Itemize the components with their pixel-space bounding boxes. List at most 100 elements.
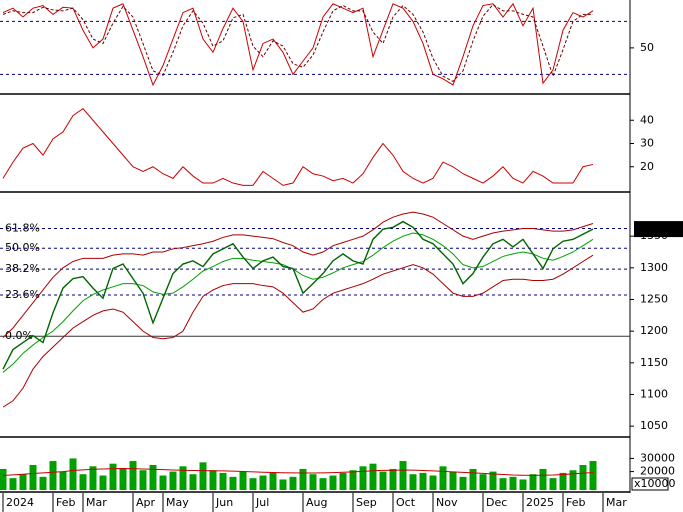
volume-bar <box>419 472 427 490</box>
volume-bar <box>39 476 47 490</box>
y-tick-label: 1150 <box>640 356 668 369</box>
series-line <box>2 254 594 408</box>
volume-bar <box>559 472 567 490</box>
volume-bar <box>139 470 147 490</box>
volume-bar <box>49 461 57 490</box>
volume-bar <box>189 474 197 490</box>
volume-bar <box>219 472 227 490</box>
volume-bar <box>429 475 437 490</box>
series-line <box>2 107 594 186</box>
y-tick-label: 20 <box>640 160 654 173</box>
volume-bar <box>449 471 457 490</box>
volume-bar <box>569 470 577 490</box>
volume-bar <box>159 475 167 490</box>
volume-bar <box>339 472 347 490</box>
y-tick-label: 50 <box>640 41 654 54</box>
x-tick-label: Feb <box>566 496 585 509</box>
volume-bar <box>469 468 477 490</box>
y-tick-label: 1100 <box>640 387 668 400</box>
x-tick-label: Dec <box>486 496 507 509</box>
volume-bar <box>489 471 497 490</box>
volume-bar <box>479 474 487 490</box>
volume-bar <box>269 472 277 490</box>
volume-bar <box>259 475 267 490</box>
fib-label: 61.8% <box>5 222 40 235</box>
volume-bar <box>69 458 77 490</box>
fib-label: 23.6% <box>5 288 40 301</box>
x-tick-label: 2025 <box>526 496 554 509</box>
x-tick-label: Mar <box>86 496 107 509</box>
volume-bar <box>589 461 597 490</box>
y-tick-label: 1050 <box>640 419 668 432</box>
volume-bar <box>89 466 97 490</box>
y-tick-label: 1200 <box>640 324 668 337</box>
volume-bar <box>249 478 257 490</box>
x-tick-label: 2024 <box>6 496 34 509</box>
volume-bar <box>289 476 297 490</box>
volume-bar <box>499 478 507 490</box>
volume-bar <box>359 466 367 490</box>
volume-bar <box>199 462 207 490</box>
series-line <box>2 468 594 477</box>
y-tick-label: 30 <box>640 137 654 150</box>
x-tick-label: Oct <box>396 496 416 509</box>
volume-bar <box>549 478 557 490</box>
series-line <box>2 232 594 373</box>
unit-box <box>631 477 669 491</box>
unit-label: x10000 <box>634 477 676 490</box>
volume-bar <box>279 479 287 490</box>
volume-bar <box>299 468 307 490</box>
volume-bar <box>209 470 217 490</box>
volume-bar <box>99 475 107 490</box>
last-price-box <box>634 221 683 238</box>
volume-bar <box>309 474 317 490</box>
volume-bar <box>369 463 377 490</box>
x-tick-label: Sep <box>356 496 377 509</box>
volume-bar <box>19 474 27 490</box>
volume-bar <box>349 470 357 490</box>
volume-bar <box>169 471 177 490</box>
volume-bar <box>9 478 17 490</box>
fib-label: 38.2% <box>5 262 40 275</box>
volume-bar <box>329 475 337 490</box>
volume-bar <box>119 468 127 490</box>
volume-bar <box>239 471 247 490</box>
volume-bar <box>29 465 37 490</box>
volume-bar <box>59 471 67 490</box>
volume-bar <box>229 476 237 490</box>
x-tick-label: Mar <box>606 496 627 509</box>
volume-bar <box>409 474 417 490</box>
x-tick-label: May <box>166 496 189 509</box>
x-tick-label: Jul <box>255 496 269 509</box>
x-tick-label: Nov <box>436 496 458 509</box>
y-tick-label: 30000 <box>640 451 675 464</box>
y-tick-label: 1300 <box>640 261 668 274</box>
y-tick-label: 20000 <box>640 465 675 478</box>
volume-bar <box>109 463 117 490</box>
y-tick-label: 40 <box>640 113 654 126</box>
volume-bar <box>389 468 397 490</box>
volume-bar <box>579 465 587 490</box>
volume-bar <box>319 478 327 490</box>
volume-bar <box>519 479 527 490</box>
x-tick-label: Jun <box>215 496 233 509</box>
series-line <box>2 3 593 83</box>
volume-bar <box>0 468 7 490</box>
fib-label: 0.0% <box>5 329 33 342</box>
x-tick-label: Feb <box>56 496 75 509</box>
x-tick-label: Aug <box>306 496 327 509</box>
volume-bar <box>149 465 157 490</box>
volume-bar <box>79 474 87 490</box>
series-line <box>2 220 594 370</box>
y-tick-label: 1250 <box>640 292 668 305</box>
volume-bar <box>379 471 387 490</box>
volume-bar <box>459 476 467 490</box>
volume-bar <box>179 466 187 490</box>
x-tick-label: Apr <box>136 496 156 509</box>
fib-label: 50.0% <box>5 241 40 254</box>
last-price-label: 1361.160 <box>636 222 683 235</box>
volume-bar <box>399 461 407 490</box>
volume-bar <box>529 474 537 490</box>
